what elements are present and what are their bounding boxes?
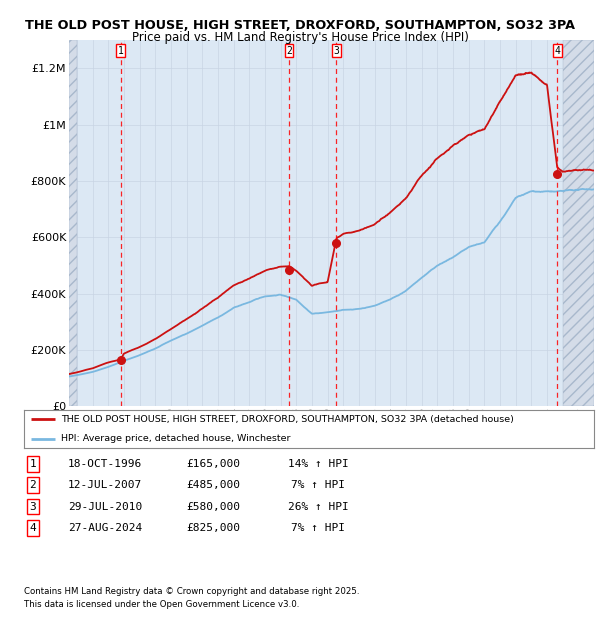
Text: 27-AUG-2024: 27-AUG-2024 — [68, 523, 142, 533]
Text: 1: 1 — [29, 459, 37, 469]
Text: Contains HM Land Registry data © Crown copyright and database right 2025.: Contains HM Land Registry data © Crown c… — [24, 587, 359, 596]
Text: 18-OCT-1996: 18-OCT-1996 — [68, 459, 142, 469]
Text: £485,000: £485,000 — [186, 480, 240, 490]
Text: 4: 4 — [29, 523, 37, 533]
Text: 2: 2 — [286, 46, 292, 56]
Text: 26% ↑ HPI: 26% ↑ HPI — [287, 502, 349, 512]
Text: 7% ↑ HPI: 7% ↑ HPI — [291, 523, 345, 533]
Text: This data is licensed under the Open Government Licence v3.0.: This data is licensed under the Open Gov… — [24, 600, 299, 609]
Text: 12-JUL-2007: 12-JUL-2007 — [68, 480, 142, 490]
Bar — [69, 40, 77, 406]
Text: £165,000: £165,000 — [186, 459, 240, 469]
Text: 29-JUL-2010: 29-JUL-2010 — [68, 502, 142, 512]
Text: 3: 3 — [29, 502, 37, 512]
Text: £580,000: £580,000 — [186, 502, 240, 512]
Text: 2: 2 — [29, 480, 37, 490]
Text: 4: 4 — [554, 46, 560, 56]
Text: 1: 1 — [118, 46, 124, 56]
Text: THE OLD POST HOUSE, HIGH STREET, DROXFORD, SOUTHAMPTON, SO32 3PA: THE OLD POST HOUSE, HIGH STREET, DROXFOR… — [25, 19, 575, 32]
Bar — [563, 40, 594, 406]
Text: 14% ↑ HPI: 14% ↑ HPI — [287, 459, 349, 469]
Text: HPI: Average price, detached house, Winchester: HPI: Average price, detached house, Winc… — [61, 434, 290, 443]
Text: Price paid vs. HM Land Registry's House Price Index (HPI): Price paid vs. HM Land Registry's House … — [131, 31, 469, 44]
Text: 3: 3 — [334, 46, 339, 56]
Text: THE OLD POST HOUSE, HIGH STREET, DROXFORD, SOUTHAMPTON, SO32 3PA (detached house: THE OLD POST HOUSE, HIGH STREET, DROXFOR… — [61, 415, 514, 424]
Text: 7% ↑ HPI: 7% ↑ HPI — [291, 480, 345, 490]
Text: £825,000: £825,000 — [186, 523, 240, 533]
